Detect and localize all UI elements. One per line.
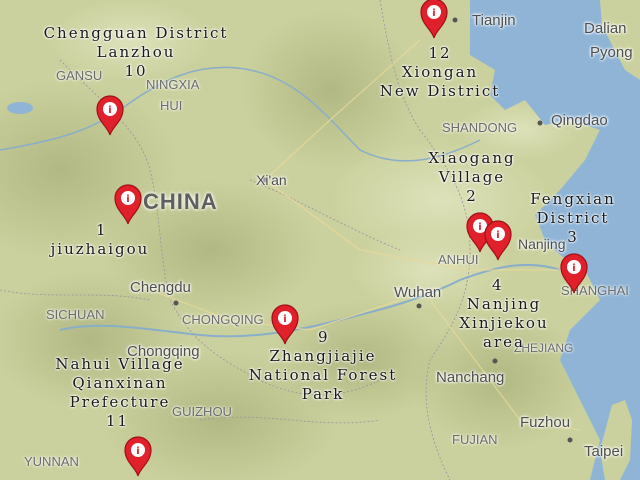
marker-2-label: Xiaogang Village 2 (404, 149, 540, 206)
svg-text:i: i (136, 446, 139, 457)
sea-area (470, 0, 640, 480)
svg-text:i: i (572, 263, 575, 274)
map-label-ningxia: NINGXIA (146, 77, 200, 92)
marker-12-label: 12 Xiongan New District (350, 44, 530, 101)
svg-text:i: i (432, 8, 435, 19)
marker-label-line: District (536, 209, 610, 227)
marker-12-pin[interactable]: i (417, 0, 451, 40)
map-label-hui: HUI (160, 98, 183, 113)
map-label-chongqing: Chongqing (127, 343, 200, 360)
map-label-qingdao: Qingdao (551, 112, 608, 129)
marker-label-line: Xiaogang (428, 149, 516, 167)
marker-label-line: 4 (492, 276, 504, 294)
marker-11-pin[interactable]: i (121, 434, 155, 478)
map-label-fujian: FUJIAN (452, 432, 498, 447)
marker-9-label: 9 Zhangjiajie National Forest Park (212, 328, 434, 404)
svg-text:i: i (108, 105, 111, 116)
map-label-nanchang: Nanchang (436, 369, 505, 386)
map-label-chongqing-province: CHONGQING (182, 312, 264, 327)
marker-11-label: Nahui Village Qianxinan Prefecture 11 (22, 355, 218, 431)
yellow-river (0, 66, 481, 162)
map-label-gansu: GANSU (56, 68, 103, 83)
marker-label-line: 11 (106, 412, 130, 430)
map-label-tianjin: Tianjin (472, 12, 516, 29)
marker-label-line: Lanzhou (96, 43, 176, 61)
marker-4-label: 4 Nanjing Xinjiekou area (424, 276, 584, 352)
svg-text:i: i (478, 222, 481, 233)
map-label-xian: Xi'an (256, 172, 287, 188)
map-label-chengdu: Chengdu (130, 279, 191, 296)
marker-label-line: 1 (96, 221, 108, 239)
marker-1-pin[interactable]: i (111, 182, 145, 226)
marker-label-line: Qianxinan (72, 374, 168, 392)
marker-label-line: 12 (428, 44, 452, 62)
marker-label-line: area (483, 333, 525, 351)
map-label-fuzhou: Fuzhou (520, 414, 571, 431)
marker-label-line: Xinjiekou (459, 314, 549, 332)
marker-label-line: Village (438, 168, 506, 186)
marker-label-line: New District (379, 82, 501, 100)
marker-10-label: Chengguan District Lanzhou 10 (6, 24, 266, 81)
marker-label-line: 3 (567, 228, 579, 246)
map-label-sichuan: SICHUAN (46, 307, 105, 322)
marker-label-line: 2 (466, 187, 478, 205)
marker-label-line: Park (301, 385, 345, 403)
marker-label-line: National Forest (248, 366, 398, 384)
map-label-wuhan: Wuhan (394, 284, 442, 301)
marker-label-line: jiuzhaigou (50, 240, 150, 258)
marker-label-line: Nahui Village (55, 355, 185, 373)
marker-label-line: Prefecture (69, 393, 171, 411)
map-label-zhejiang: ZHEJIANG (514, 341, 574, 355)
marker-9-pin[interactable]: i (268, 302, 302, 346)
marker-label-line: 10 (124, 62, 148, 80)
marker-label-line: Fengxian (530, 190, 616, 208)
map-label-shandong: SHANDONG (442, 120, 518, 135)
svg-text:i: i (126, 194, 129, 205)
map-label-guizhou: GUIZHOU (172, 404, 232, 419)
svg-text:i: i (496, 230, 499, 241)
marker-3-pin[interactable]: i (557, 251, 591, 295)
map-label-yunnan: YUNNAN (24, 454, 79, 469)
marker-1-label: 1 jiuzhaigou (20, 221, 180, 259)
map-label-taipei: Taipei (584, 443, 624, 460)
marker-label-line: Xiongan (401, 63, 479, 81)
marker-label-line: Chengguan District (43, 24, 229, 42)
marker-3-label: Fengxian District 3 (506, 190, 640, 247)
marker-label-line: Zhangjiajie (269, 347, 377, 365)
map-label-anhui: ANHUI (438, 252, 479, 267)
map-label-pyong: Pyong (590, 44, 633, 61)
roads (149, 39, 581, 431)
marker-10-pin[interactable]: i (93, 93, 127, 137)
map-label-china: CHINA (143, 189, 218, 214)
marker-4-pin[interactable]: i (481, 218, 515, 262)
marker-label-line: 9 (318, 328, 330, 346)
marker-2-pin[interactable]: i (463, 210, 497, 254)
lake (7, 102, 33, 114)
svg-text:i: i (283, 314, 286, 325)
province-borders (0, 0, 471, 480)
map-label-nanjing: Nanjing (518, 236, 566, 252)
marker-label-line: Nanjing (466, 295, 542, 313)
map-label-dalian: Dalian (584, 20, 627, 37)
